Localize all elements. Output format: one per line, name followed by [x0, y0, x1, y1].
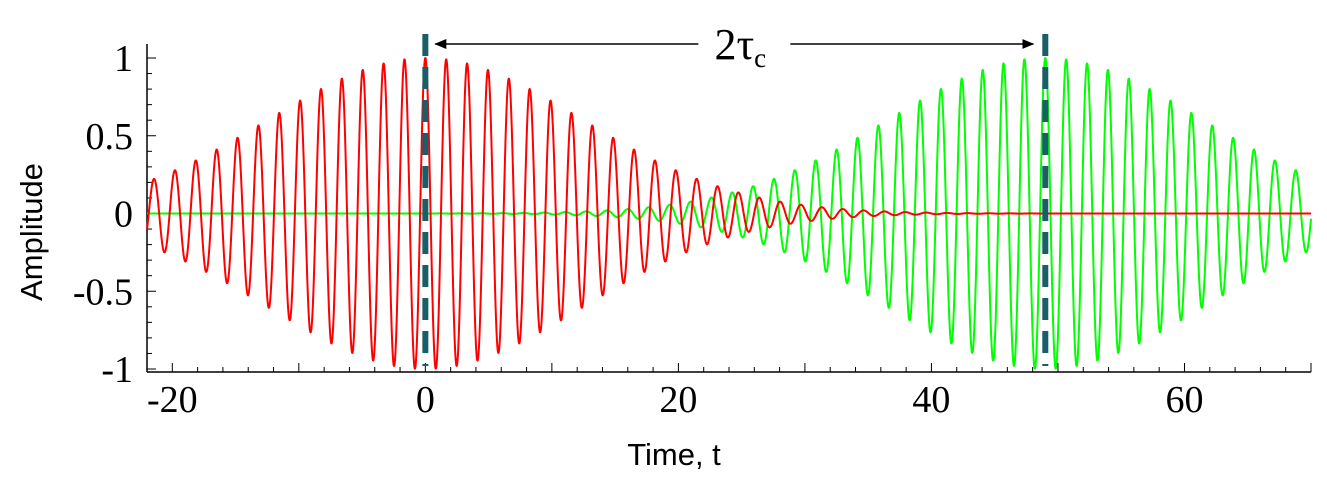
annotation-group: 2τc [434, 20, 1035, 73]
axes-group: 1 0.5 0 -0.5 -1 -20 0 20 40 60 [73, 38, 1312, 421]
x-tick-label: 20 [659, 379, 697, 421]
annotation-label-subscript: c [754, 43, 766, 73]
x-tick-label: 0 [416, 379, 435, 421]
y-tick-label: 1 [114, 38, 133, 80]
annotation-label-main: 2τ [714, 20, 754, 69]
y-tick-label: -1 [101, 349, 133, 391]
markers-group [422, 34, 1049, 366]
x-tick-label: 40 [912, 379, 950, 421]
series-group [146, 57, 1312, 370]
y-tick-label: 0.5 [86, 116, 134, 158]
y-tick-label: -0.5 [73, 271, 133, 313]
y-axis-label: Amplitude [14, 163, 49, 301]
annotation-label: 2τc [714, 20, 766, 73]
wave-packet-line [146, 57, 1312, 370]
x-tick-label: 60 [1165, 379, 1203, 421]
x-tick-label: -20 [147, 379, 198, 421]
y-tick-label: 0 [114, 194, 133, 236]
wave-packet-line [146, 57, 1312, 370]
x-axis-label: Time, t [627, 437, 721, 472]
